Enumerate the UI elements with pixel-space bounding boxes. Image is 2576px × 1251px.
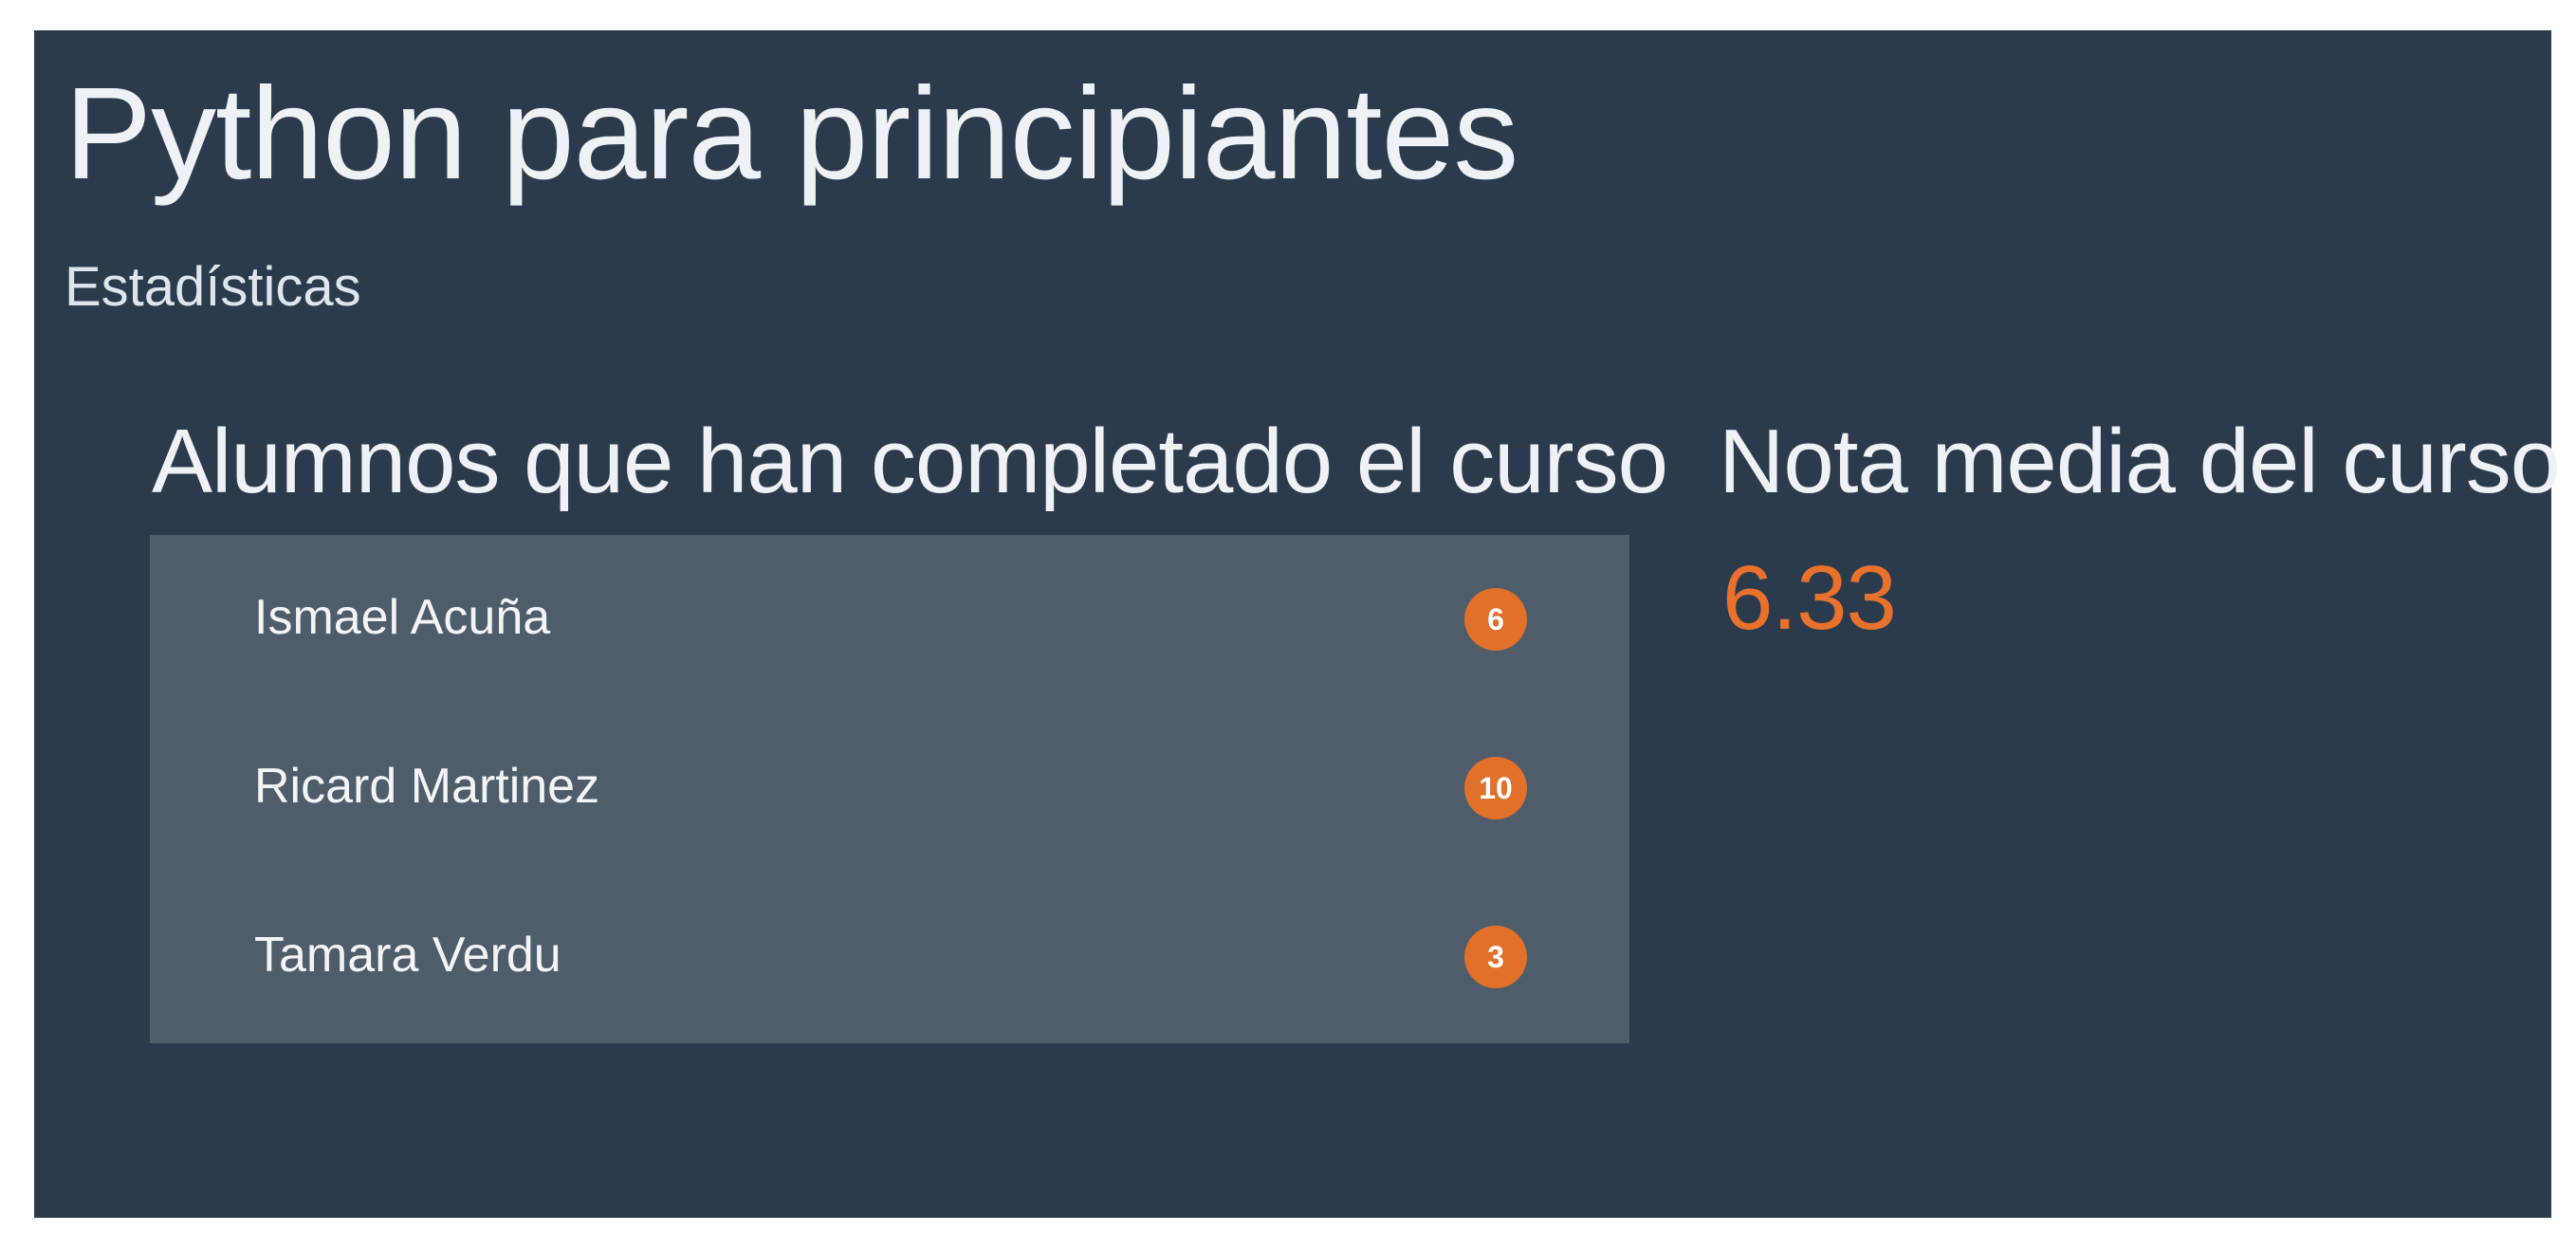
- score-badge: 10: [1464, 757, 1527, 819]
- completed-students-heading: Alumnos que han completado el curso: [152, 411, 1668, 512]
- statistics-panel: Python para principiantes Estadísticas A…: [34, 30, 2561, 1218]
- score-badge: 6: [1464, 588, 1527, 651]
- list-item: Tamara Verdu 3: [150, 882, 1629, 1024]
- completed-students-list: Ismael Acuña 6 Ricard Martinez 10 Tamara…: [150, 535, 1629, 1043]
- average-grade-heading: Nota media del curso: [1719, 411, 2561, 512]
- student-name: Tamara Verdu: [254, 928, 561, 983]
- score-badge: 3: [1464, 926, 1527, 988]
- course-title: Python para principiantes: [64, 61, 1518, 207]
- student-name: Ismael Acuña: [254, 590, 551, 645]
- page-subtitle: Estadísticas: [64, 256, 361, 318]
- average-grade-value: 6.33: [1722, 547, 1897, 649]
- student-name: Ricard Martinez: [254, 759, 600, 814]
- list-item: Ismael Acuña 6: [150, 544, 1629, 687]
- list-item: Ricard Martinez 10: [150, 713, 1629, 855]
